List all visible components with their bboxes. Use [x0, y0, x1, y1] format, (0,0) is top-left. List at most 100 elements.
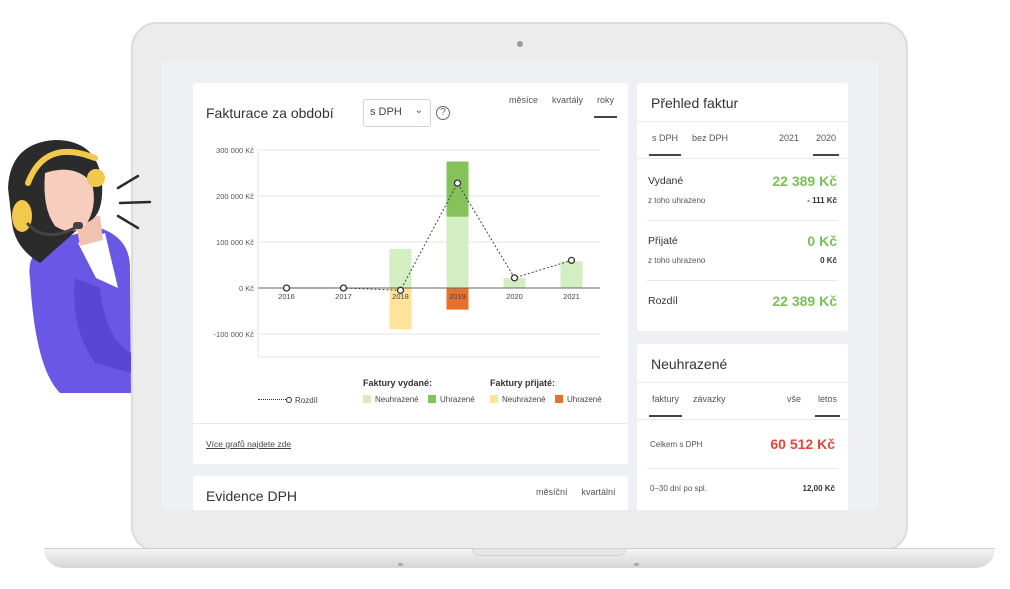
laptop-foot	[634, 563, 639, 566]
more-charts-link[interactable]: Více grafů najdete zde	[206, 439, 292, 449]
app-screen: Fakturace za období s DPH ⌄ ? měsíce kva…	[162, 62, 878, 510]
billing-chart-card: Fakturace za období s DPH ⌄ ? měsíce kva…	[193, 83, 628, 464]
y-tick-label: 300 000 Kč	[216, 146, 254, 155]
vat-select[interactable]: s DPH ⌄	[363, 99, 431, 127]
bar-2018-series-2	[389, 288, 412, 330]
divider	[647, 280, 838, 281]
camera-icon	[517, 41, 523, 47]
overview-title: Přehled faktur	[651, 95, 739, 111]
received-paid-value: 0 Kč	[820, 256, 837, 265]
x-tick-label-2021: 2021	[563, 292, 580, 301]
y-tick-label: 100 000 Kč	[216, 238, 254, 247]
bar-2019-series-1	[446, 161, 469, 217]
tab-years[interactable]: roky	[594, 95, 618, 118]
bar-2020-series-0	[503, 277, 526, 288]
bar-2019-series-3	[446, 288, 469, 310]
swatch-received-unpaid	[490, 395, 498, 403]
divider	[637, 158, 848, 159]
tab-year-2021[interactable]: 2021	[779, 133, 800, 143]
tab-year-2020[interactable]: 2020	[813, 133, 840, 156]
laptop-foot	[398, 563, 403, 566]
y-tick-label: -100 000 Kč	[214, 330, 255, 339]
overdue-0-30-value: 12,00 Kč	[802, 484, 835, 493]
divider	[647, 468, 838, 469]
help-icon[interactable]: ?	[436, 106, 450, 120]
invoice-overview-card: Přehled faktur s DPH bez DPH 2021 2020 V…	[637, 83, 848, 331]
y-tick-label: 0 Kč	[239, 284, 254, 293]
bar-2021-series-0	[560, 261, 583, 288]
unpaid-card: Neuhrazené faktury závazky vše letos Cel…	[637, 344, 848, 510]
divider	[647, 220, 838, 221]
x-tick-label-2020: 2020	[506, 292, 523, 301]
overdue-0-30-label: 0–30 dní po spl.	[650, 484, 707, 493]
issued-paid-label: z toho uhrazeno	[648, 196, 706, 205]
legend-issued-paid: Uhrazené	[428, 395, 475, 404]
tab-with-vat[interactable]: s DPH	[648, 133, 682, 156]
evidence-title: Evidence DPH	[206, 488, 298, 504]
total-label: Celkem s DPH	[650, 440, 703, 449]
laptop-notch	[472, 549, 626, 556]
bar-2019-series-0	[446, 216, 469, 288]
support-agent-illustration	[8, 140, 152, 393]
received-label: Přijaté	[648, 235, 678, 247]
tab-this-year[interactable]: letos	[815, 394, 841, 417]
difference-value: 22 389 Kč	[772, 293, 837, 309]
x-tick-label-2019: 2019	[449, 292, 466, 301]
tab-months[interactable]: měsíce	[509, 95, 539, 105]
overview-year-tabs: 2021 2020	[779, 133, 840, 156]
y-tick-label: 200 000 Kč	[216, 192, 254, 201]
unpaid-scope-tabs: vše letos	[787, 394, 841, 417]
divider	[193, 423, 628, 424]
divider	[637, 419, 848, 420]
difference-point-2021	[567, 256, 576, 265]
total-value: 60 512 Kč	[770, 436, 835, 452]
unpaid-title: Neuhrazené	[651, 356, 728, 372]
divider	[637, 121, 848, 122]
tab-quarterly[interactable]: kvartální	[581, 487, 616, 497]
legend-difference: Rozdíl	[258, 396, 318, 405]
laptop-base	[44, 548, 995, 568]
vat-select-value: s DPH	[370, 106, 402, 118]
issued-label: Vydané	[648, 175, 684, 187]
tab-monthly[interactable]: měsíční	[536, 487, 568, 497]
legend-received-unpaid: Neuhrazené	[490, 395, 546, 404]
received-value: 0 Kč	[807, 233, 837, 249]
difference-point-2017	[339, 284, 348, 292]
overview-tabs: s DPH bez DPH	[648, 133, 729, 156]
legend-received-title: Faktury přijaté:	[490, 378, 556, 388]
tab-liabilities[interactable]: závazky	[693, 394, 726, 404]
tab-all[interactable]: vše	[787, 394, 802, 404]
swatch-received-paid	[555, 395, 563, 403]
tab-without-vat[interactable]: bez DPH	[692, 133, 729, 143]
legend-received-paid: Uhrazené	[555, 395, 602, 404]
swatch-issued-paid	[428, 395, 436, 403]
dotted-line-icon	[258, 399, 286, 400]
evidence-tabs: měsíční kvartální	[536, 487, 616, 497]
legend-issued-title: Faktury vydané:	[363, 378, 433, 388]
received-paid-label: z toho uhrazeno	[648, 256, 706, 265]
swatch-issued-unpaid	[363, 395, 371, 403]
bar-2018-series-0	[389, 248, 412, 288]
legend-issued-unpaid: Neuhrazené	[363, 395, 419, 404]
period-tabs: měsíce kvartály roky	[509, 95, 618, 118]
vat-evidence-card: Evidence DPH měsíční kvartální	[193, 476, 628, 510]
difference-point-2019	[453, 179, 462, 187]
circle-marker-icon	[286, 397, 292, 403]
difference-line	[286, 182, 572, 291]
billing-chart: 300 000 Kč 200 000 Kč 100 000 Kč 0 Kč -100 0…	[214, 146, 600, 358]
chart-title: Fakturace za období	[206, 105, 334, 121]
x-tick-label-2018: 2018	[392, 292, 409, 301]
difference-point-2018	[396, 286, 405, 294]
tab-invoices[interactable]: faktury	[648, 394, 683, 417]
difference-point-2016	[282, 284, 291, 292]
x-tick-label-2017: 2017	[335, 292, 352, 301]
x-tick-label-2016: 2016	[278, 292, 295, 301]
difference-point-2020	[510, 274, 519, 282]
unpaid-tabs: faktury závazky	[648, 394, 726, 417]
difference-label: Rozdíl	[648, 295, 678, 307]
tab-quarters[interactable]: kvartály	[552, 95, 584, 105]
issued-value: 22 389 Kč	[772, 173, 837, 189]
issued-paid-value: - 111 Kč	[807, 196, 837, 205]
divider	[637, 382, 848, 383]
chevron-down-icon: ⌄	[414, 105, 423, 116]
